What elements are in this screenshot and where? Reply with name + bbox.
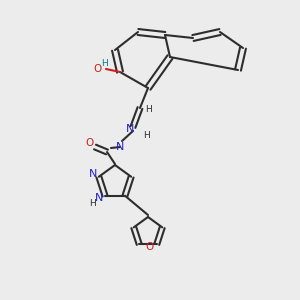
Text: H: H <box>100 58 107 68</box>
Text: H: H <box>88 199 95 208</box>
Text: N: N <box>88 169 97 179</box>
Text: H: H <box>142 130 149 140</box>
Text: N: N <box>116 142 124 152</box>
Text: H: H <box>145 106 152 115</box>
Text: O: O <box>146 242 154 252</box>
Text: N: N <box>95 193 103 203</box>
Text: O: O <box>85 138 93 148</box>
Text: N: N <box>126 124 134 134</box>
Text: O: O <box>94 64 102 74</box>
